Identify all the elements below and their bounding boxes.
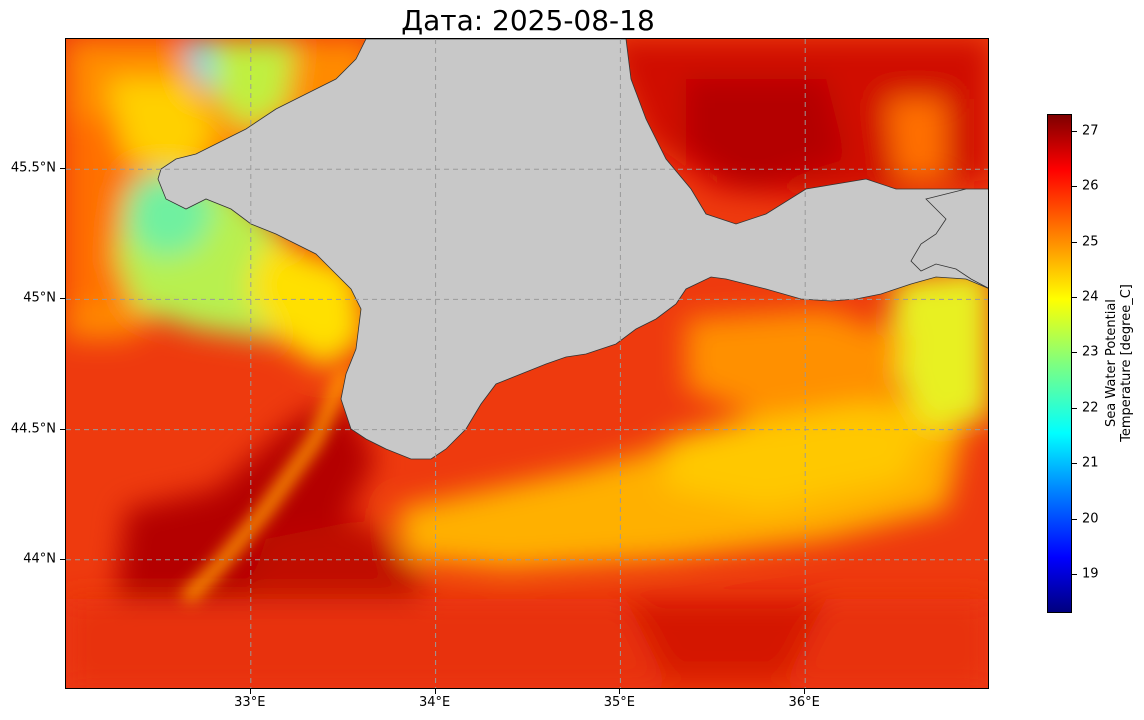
lat-tick-mark [60,298,65,300]
lon-tick-mark [619,689,621,694]
lat-tick-mark [60,168,65,170]
colorbar-tick-label: 27 [1082,123,1099,139]
colorbar-tick-label: 22 [1082,400,1099,416]
lat-tick-label: 45.5°N [10,160,56,176]
colorbar-tick-label: 24 [1082,289,1099,305]
colorbar-tick-mark [1072,130,1077,132]
graticule [66,39,988,688]
lat-tick-mark [60,428,65,430]
colorbar-title: Sea Water Potential Temperature [degree_… [1104,253,1134,473]
colorbar-title-line2: Temperature [degree_C] [1119,284,1134,442]
lon-tick-label: 35°E [603,695,636,710]
lon-tick-label: 34°E [418,695,451,710]
map-panel[interactable] [65,38,989,689]
colorbar-tick-label: 20 [1082,511,1099,527]
colorbar-tick-mark [1072,352,1077,354]
colorbar-tick-label: 25 [1082,234,1099,250]
colorbar-tick-mark [1072,518,1077,520]
lat-tick-mark [60,558,65,560]
lon-tick-mark [804,689,806,694]
lat-tick-label: 45°N [23,290,56,306]
colorbar-title-line1: Sea Water Potential [1104,299,1119,427]
colorbar-tick-mark [1072,186,1077,188]
colorbar-tick-mark [1072,241,1077,243]
colorbar-tick-label: 19 [1082,566,1099,582]
lon-tick-label: 33°E [234,695,266,710]
lon-tick-mark [434,689,436,694]
colorbar-tick-mark [1072,463,1077,465]
map-title: Дата: 2025-08-18 [401,4,655,37]
colorbar-tick-mark [1072,407,1077,409]
lon-tick-label: 36°E [788,695,820,710]
colorbar-tick-label: 26 [1082,178,1099,194]
lat-tick-label: 44°N [23,551,56,567]
colorbar-tick-label: 23 [1082,344,1099,360]
sst-field [66,39,988,688]
lon-tick-mark [249,689,251,694]
colorbar [1047,114,1072,613]
temperature-map [66,39,988,688]
crimea-landmass [157,39,988,460]
colorbar-tick-mark [1072,296,1077,298]
colorbar-tick-label: 21 [1082,455,1099,471]
colorbar-tick-mark [1072,574,1077,576]
taman-landmass [910,188,988,289]
lat-tick-label: 44.5°N [10,421,56,437]
